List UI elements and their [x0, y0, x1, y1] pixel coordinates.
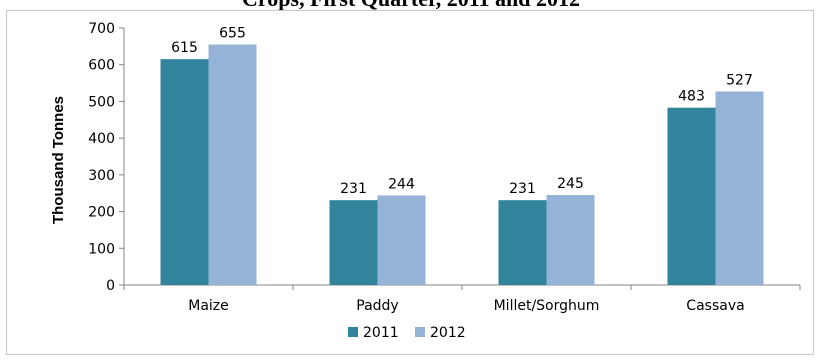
- bar-2011-paddy: [329, 200, 378, 285]
- bar-2012-maize: [208, 44, 257, 286]
- y-tick-label: 400: [88, 131, 115, 147]
- data-label: 615: [171, 40, 198, 56]
- data-label: 655: [219, 26, 246, 42]
- y-tick-label: 100: [88, 241, 115, 257]
- data-label: 244: [388, 176, 415, 192]
- legend-label-2011: 2011: [363, 325, 399, 341]
- y-tick-label: 300: [88, 168, 115, 184]
- x-tick-label: Maize: [188, 298, 229, 314]
- bar-2012-paddy: [377, 195, 426, 285]
- data-label: 231: [340, 181, 367, 197]
- bar-2012-millet-sorghum: [546, 195, 595, 285]
- chart-title: Crops, First Quarter, 2011 and 2012: [0, 0, 822, 10]
- data-labels: 615 655 231 244 231 245 483 527: [171, 26, 753, 198]
- y-axis-label: Thousand Tonnes: [50, 96, 67, 224]
- y-axis: 0 100 200 300 400 500 600 700: [88, 21, 125, 294]
- x-tick-label: Paddy: [356, 298, 398, 314]
- y-tick-label: 700: [88, 21, 115, 37]
- bar-2012-cassava: [715, 91, 764, 285]
- y-tick-label: 0: [106, 278, 115, 294]
- data-label: 483: [678, 89, 705, 105]
- bar-2011-cassava: [667, 107, 716, 285]
- y-tick-label: 200: [88, 205, 115, 221]
- title-clip: Crops, First Quarter, 2011 and 2012: [0, 0, 822, 10]
- y-tick-label: 600: [88, 58, 115, 74]
- bar-2011-millet-sorghum: [498, 200, 547, 285]
- legend: 2011 2012: [348, 325, 466, 341]
- legend-swatch-2012: [415, 327, 425, 337]
- y-tick-label: 500: [88, 94, 115, 110]
- x-tick-label: Cassava: [686, 298, 744, 314]
- data-label: 245: [557, 176, 584, 192]
- legend-swatch-2011: [348, 327, 358, 337]
- data-label: 527: [726, 73, 753, 89]
- bars: [160, 44, 764, 286]
- bar-2011-maize: [160, 59, 209, 286]
- data-label: 231: [509, 181, 536, 197]
- x-tick-label: Millet/Sorghum: [494, 298, 600, 314]
- legend-label-2012: 2012: [430, 325, 466, 341]
- x-axis: Maize Paddy Millet/Sorghum Cassava: [123, 284, 801, 314]
